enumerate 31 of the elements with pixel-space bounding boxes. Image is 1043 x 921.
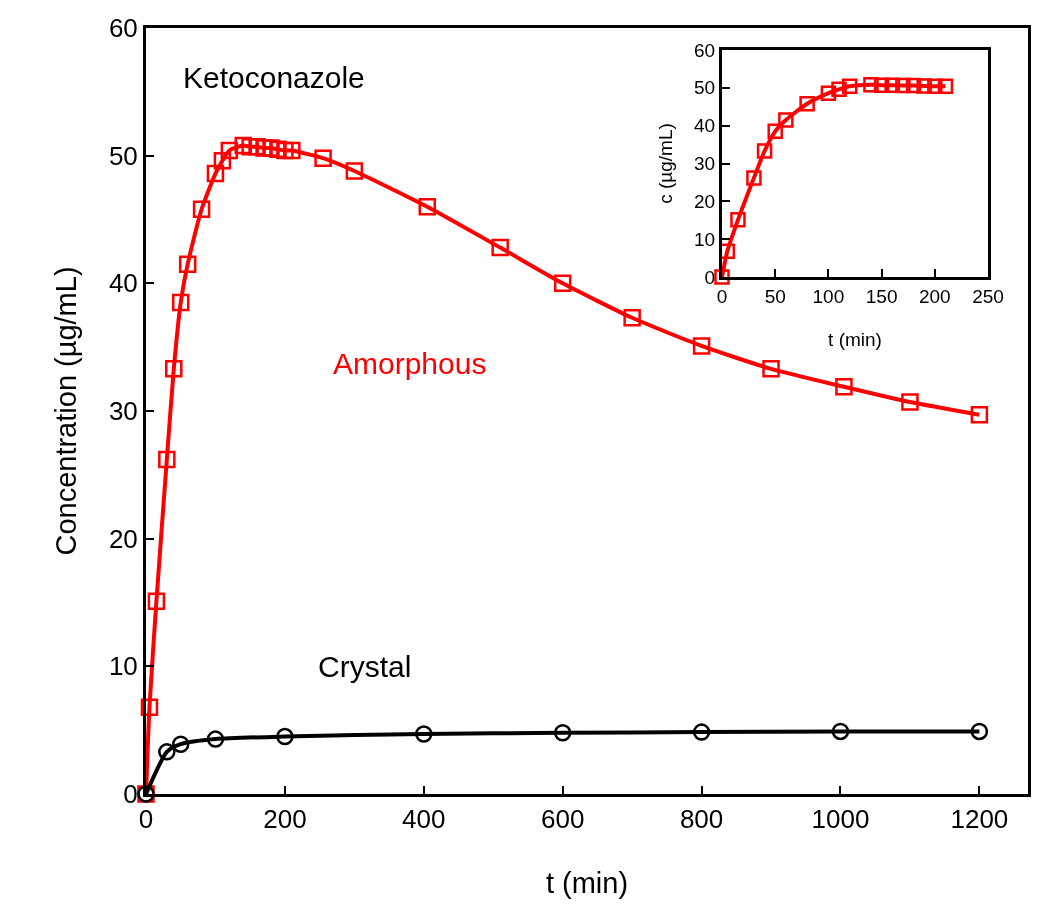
x-tick-label: 100 (812, 285, 845, 307)
x-tick-label: 150 (865, 285, 898, 307)
x-tick-label: 200 (263, 804, 307, 835)
y-tick-label: 20 (108, 523, 138, 554)
y-tick-label: 40 (108, 268, 138, 299)
x-tick-label: 50 (764, 285, 786, 307)
x-tick-label: 600 (540, 804, 585, 835)
series-label: Crystal (318, 650, 412, 683)
x-axis-title: t (min) (828, 329, 882, 350)
x-tick-label: 250 (972, 285, 1004, 307)
y-tick-label: 50 (108, 140, 138, 171)
y-tick-label: 30 (694, 153, 716, 175)
x-tick-label: 400 (402, 804, 446, 835)
y-tick-label: 40 (694, 115, 716, 137)
x-tick-label: 1000 (811, 804, 870, 835)
y-tick-label: 10 (108, 651, 138, 682)
text: Amorphous (333, 347, 487, 380)
x-axis-title: t (min) (545, 867, 629, 899)
annotation: Ketoconazole (183, 61, 365, 94)
y-tick-label: 50 (694, 77, 716, 99)
y-tick-label: 30 (108, 396, 138, 427)
y-axis-title: Concentration (µg/mL) (50, 266, 82, 556)
y-tick-label: 20 (694, 190, 716, 212)
x-tick-label: 1200 (950, 804, 1009, 835)
y-tick-label: 60 (108, 13, 138, 44)
y-tick-label: 10 (694, 228, 716, 250)
x-tick-label: 200 (918, 285, 951, 307)
x-tick-label: 800 (679, 804, 724, 835)
y-axis-title: c (µg/mL) (655, 123, 676, 204)
y-tick-label: 0 (123, 779, 138, 810)
y-tick-label: 60 (694, 39, 716, 61)
